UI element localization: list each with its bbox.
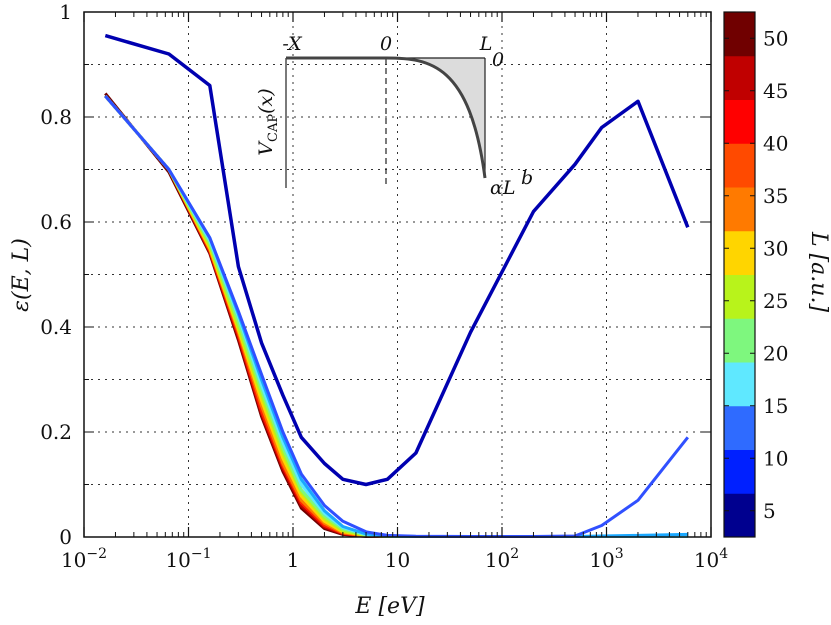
colorbar-segment: [724, 318, 755, 363]
colorbar-label: L [a.u.]: [806, 231, 831, 312]
y-tick-label: 0.6: [40, 210, 72, 234]
x-axis-label: E [eV]: [354, 594, 425, 619]
colorbar-segment: [724, 362, 755, 407]
colorbar-segment: [724, 493, 755, 538]
colorbar-tick-label: 30: [763, 236, 788, 260]
colorbar-frame: [723, 11, 756, 538]
y-axis-label: ε(E, L): [9, 238, 34, 312]
inset-cap-fill: [386, 58, 485, 178]
colorbar-segment: [724, 99, 755, 144]
axes: [83, 11, 712, 538]
x-tick-label: 10−2: [61, 546, 107, 572]
cap-inset: -X 0 L 0 VCAP(x) αL b: [255, 33, 533, 199]
colorbar-tick-label: 35: [763, 184, 788, 208]
colorbar-tick-label: 40: [763, 131, 788, 155]
colorbar-segment: [724, 55, 755, 100]
y-tick-label: 0.8: [40, 105, 72, 129]
x-tick-label: 103: [589, 546, 623, 572]
grid-lines: [84, 11, 711, 537]
colorbar-segment: [724, 230, 755, 275]
x-tick-label: 104: [694, 546, 728, 572]
colorbar-segment: [724, 274, 755, 319]
inset-zero-right-label: 0: [492, 49, 504, 71]
inset-alpha-label: αL: [490, 177, 515, 199]
inset-potential-curve: [385, 56, 487, 179]
inset-alpha-exponent: b: [521, 167, 533, 189]
colorbar-tick-label: 10: [763, 446, 788, 470]
x-tick-label: 10: [385, 548, 410, 572]
x-tick-label: 1: [287, 548, 300, 572]
colorbar-segment: [724, 143, 755, 188]
colorbar-tick-label: 45: [763, 79, 788, 103]
inset-v-label: VCAP(x): [255, 88, 281, 155]
colorbar-tick-label: 20: [763, 341, 788, 365]
colorbar-segment: [724, 12, 755, 57]
inset-zero-top-label: 0: [380, 33, 392, 55]
colorbar: [723, 11, 756, 538]
colorbar-tick-label: 5: [763, 499, 776, 523]
colorbar-segment: [724, 449, 755, 494]
colorbar-tick-label: 25: [763, 289, 788, 313]
x-tick-label: 102: [485, 546, 519, 572]
tick-labels: 10−2 10−1 1 10 102 103 104 0 0.2 0.4 0.6 0.8 1: [40, 0, 728, 572]
colorbar-tick-label: 15: [763, 394, 788, 418]
colorbar-segment: [724, 405, 755, 450]
y-tick-label: 0.2: [40, 420, 72, 444]
x-tick-label: 10−1: [165, 546, 211, 572]
colorbar-segment: [724, 187, 755, 232]
inset-minus-x-label: -X: [282, 33, 303, 55]
y-tick-label: 0.4: [40, 315, 72, 339]
series-line: [104, 33, 690, 487]
series-line: [104, 95, 689, 538]
inset-l-label: L: [479, 33, 493, 55]
data-series: [104, 33, 690, 538]
colorbar-tick-label: 50: [763, 26, 788, 50]
y-tick-label: 0: [59, 525, 72, 549]
y-tick-label: 1: [59, 0, 72, 24]
colorbar-ticks: 5 10 15 20 25 30 35 40 45 50: [724, 26, 788, 523]
